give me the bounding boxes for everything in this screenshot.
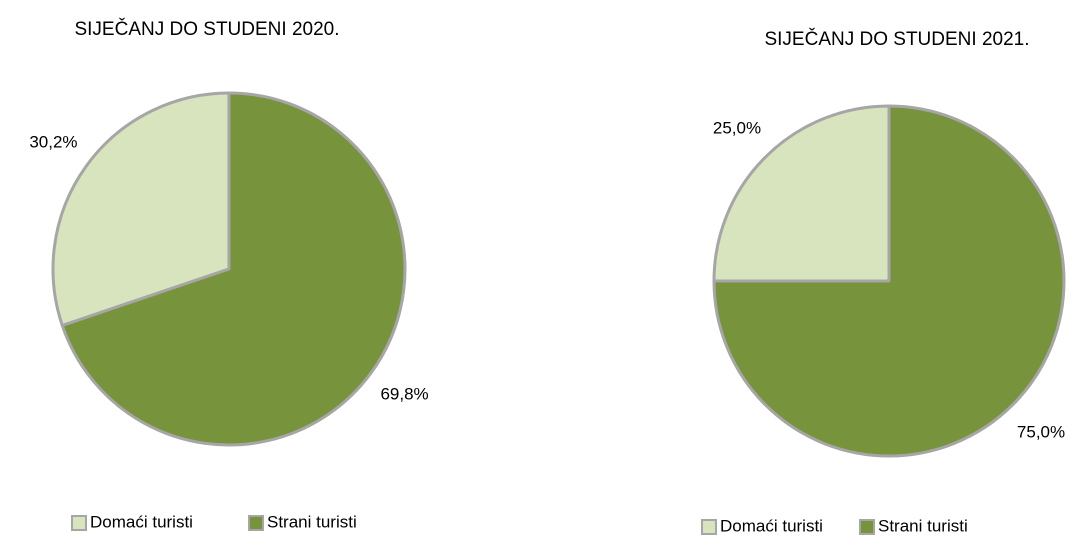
- legend-label: Domaći turisti: [90, 512, 193, 531]
- legend-swatch: [701, 519, 717, 535]
- data-label: 75,0%: [1017, 423, 1065, 442]
- data-label: 25,0%: [713, 118, 761, 137]
- pie-slice: [712, 104, 891, 283]
- data-label: 30,2%: [29, 133, 77, 152]
- legend-label: Domaći turisti: [720, 516, 823, 535]
- legend-label: Strani turisti: [878, 516, 968, 535]
- pie-slice: [712, 104, 1066, 458]
- legend-label: Strani turisti: [267, 512, 357, 531]
- data-label: 69,8%: [380, 384, 428, 403]
- legend-swatch: [71, 515, 87, 531]
- chart-title: SIJEČANJ DO STUDENI 2020.: [74, 18, 339, 40]
- pie-slice: [51, 91, 231, 327]
- pie-slice: [60, 91, 407, 447]
- legend-swatch: [859, 519, 875, 535]
- legend-swatch: [248, 515, 264, 531]
- chart-title: SIJEČANJ DO STUDENI 2021.: [764, 28, 1029, 50]
